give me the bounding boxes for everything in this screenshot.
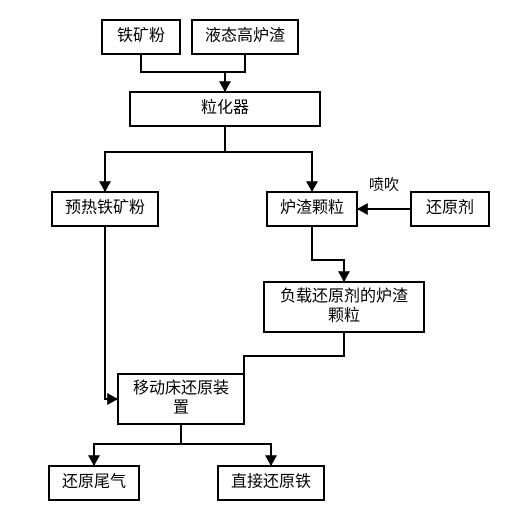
edge-n5-n7	[312, 226, 344, 282]
node-label-n2: 液态高炉渣	[205, 27, 285, 45]
node-label-n4: 预热铁矿粉	[65, 199, 145, 217]
node-label-n8-line1: 置	[173, 399, 189, 416]
node-n5: 炉渣颗粒	[267, 192, 357, 226]
node-label-n3: 粒化器	[201, 99, 249, 117]
edge-n3-n4	[105, 126, 225, 192]
node-n1: 铁矿粉	[102, 20, 180, 54]
node-label-n9: 还原尾气	[62, 473, 126, 491]
node-n6: 还原剂	[411, 192, 489, 226]
node-label-n5: 炉渣颗粒	[280, 199, 344, 217]
node-label-n10: 直接还原铁	[231, 473, 311, 491]
edge-n4-n8	[105, 226, 118, 399]
node-n3: 粒化器	[130, 92, 320, 126]
arrowhead-n8-n9	[88, 455, 100, 466]
arrowhead-n2-n3	[219, 81, 231, 92]
edge-n8-n10	[181, 424, 271, 466]
node-n10: 直接还原铁	[218, 466, 324, 500]
arrowhead-n5-n7	[338, 271, 350, 282]
node-label-n7-line0: 负载还原剂的炉渣	[280, 287, 408, 305]
node-n2: 液态高炉渣	[192, 20, 298, 54]
edge-n3-n5	[225, 126, 312, 192]
node-n7: 负载还原剂的炉渣颗粒	[264, 282, 424, 332]
node-n8: 移动床还原装置	[118, 374, 244, 424]
node-label-n1: 铁矿粉	[117, 27, 165, 45]
arrowhead-n6-n5	[357, 203, 368, 215]
node-label-n6: 还原剂	[426, 199, 474, 217]
node-n4: 预热铁矿粉	[52, 192, 158, 226]
arrowhead-n3-n4	[99, 181, 111, 192]
arrowhead-n3-n5	[306, 181, 318, 192]
edge-n8-n9	[94, 424, 181, 466]
node-n9: 还原尾气	[49, 466, 139, 500]
arrowhead-n4-n8	[107, 393, 118, 405]
node-label-n8-line0: 移动床还原装	[133, 379, 229, 397]
edge-label-n6-n5: 喷吹	[369, 176, 399, 193]
node-label-n7-line1: 颗粒	[328, 306, 360, 324]
arrowhead-n8-n10	[265, 455, 277, 466]
edge-n1-n3	[141, 54, 225, 92]
